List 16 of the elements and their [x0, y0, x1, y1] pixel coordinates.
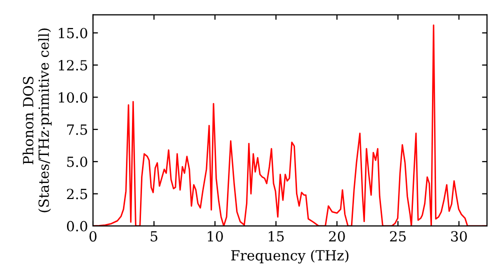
x-axis-title: Frequency (THz): [231, 250, 348, 264]
y-tick-label: 2.5: [66, 188, 88, 200]
y-tick-label: 12.5: [58, 60, 88, 71]
x-tick-label: 5: [150, 231, 158, 242]
x-tick-label: 20: [329, 231, 345, 242]
x-tick-label: 0: [89, 231, 96, 242]
y-tick-label: 0.0: [66, 220, 88, 232]
x-tick-label: 30: [451, 231, 467, 242]
y-axis-title: Phonon DOS (States/THz·primitive cell): [22, 28, 52, 212]
x-tick-label: 25: [390, 231, 406, 242]
y-tick-label: 5.0: [67, 156, 88, 168]
x-tick-label: 15: [268, 231, 284, 242]
y-tick-label: 7.5: [67, 124, 88, 135]
y-tick-label: 15.0: [58, 28, 88, 38]
x-tick-label: 10: [208, 231, 223, 242]
y-tick-label: 10.0: [58, 92, 88, 103]
